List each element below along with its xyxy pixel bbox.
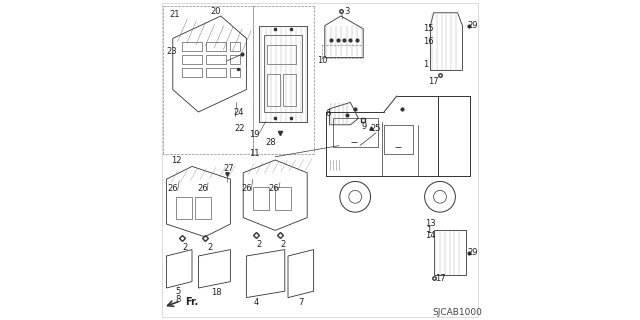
Text: 1: 1 <box>426 226 431 235</box>
Text: 22: 22 <box>234 124 244 132</box>
Text: 2: 2 <box>256 240 261 249</box>
Text: 17: 17 <box>435 274 445 283</box>
Text: 12: 12 <box>171 156 181 164</box>
Text: 9: 9 <box>362 122 367 131</box>
Text: 13: 13 <box>425 220 436 228</box>
Text: 2: 2 <box>207 244 212 252</box>
Text: 29: 29 <box>468 21 478 30</box>
Text: 29: 29 <box>468 248 478 257</box>
Text: 7: 7 <box>298 298 303 307</box>
Text: 24: 24 <box>233 108 244 116</box>
Text: 20: 20 <box>211 7 221 16</box>
Text: 4: 4 <box>253 298 259 307</box>
Text: 16: 16 <box>424 37 434 46</box>
Text: 11: 11 <box>249 149 260 158</box>
Text: 8: 8 <box>175 295 180 304</box>
Text: 14: 14 <box>425 231 436 240</box>
Text: 2: 2 <box>280 240 285 249</box>
Text: 25: 25 <box>371 124 381 132</box>
Text: 2: 2 <box>182 244 188 252</box>
Text: 5: 5 <box>175 287 180 296</box>
Text: 6: 6 <box>325 109 331 118</box>
Text: 28: 28 <box>265 138 276 147</box>
Text: 26: 26 <box>168 184 178 193</box>
Text: 26: 26 <box>268 184 279 193</box>
Text: 17: 17 <box>428 77 439 86</box>
Text: 21: 21 <box>169 10 180 19</box>
Text: 27: 27 <box>223 164 234 172</box>
Text: 26: 26 <box>241 184 252 193</box>
Text: 3: 3 <box>344 7 350 16</box>
Text: 1: 1 <box>423 60 428 68</box>
Text: 10: 10 <box>317 56 328 65</box>
Text: 18: 18 <box>211 288 221 297</box>
Text: 23: 23 <box>167 47 177 56</box>
Text: 26: 26 <box>198 184 209 193</box>
Text: Fr.: Fr. <box>186 297 199 308</box>
Text: 15: 15 <box>424 24 434 33</box>
Text: SJCAB1000: SJCAB1000 <box>433 308 483 317</box>
Text: 19: 19 <box>249 130 260 139</box>
